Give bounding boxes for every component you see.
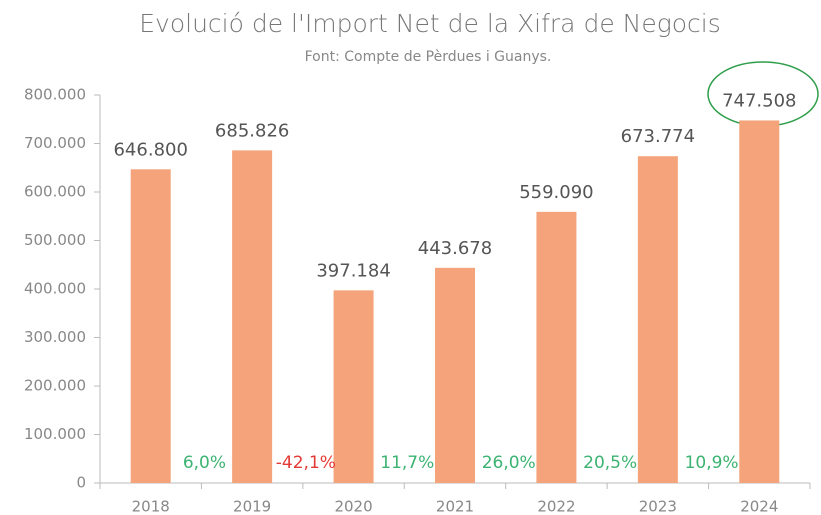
x-tick-label: 2021 [436,498,474,515]
x-tick-label: 2022 [537,498,575,515]
y-tick-label: 0 [76,474,86,492]
bar [536,211,577,483]
x-tick-label: 2020 [334,498,372,515]
bar [739,120,780,483]
chart-title: Evolució de l'Import Net de la Xifra de … [139,9,721,38]
y-tick-label: 200.000 [24,377,86,395]
growth-label: -42,1% [276,453,336,473]
y-tick-label: 100.000 [24,425,86,443]
bar [435,267,475,483]
value-label: 443.678 [418,238,492,259]
y-tick-label: 500.000 [24,231,86,249]
growth-label: 20,5% [583,453,637,473]
y-tick-label: 700.000 [24,134,86,152]
value-label: 673.774 [621,126,695,147]
value-label: 397.184 [316,260,390,281]
bar [333,290,374,483]
chart-subtitle: Font: Compte de Pèrdues i Guanys. [305,49,552,65]
y-tick-label: 400.000 [24,280,86,298]
x-tick-label: 2018 [132,498,170,515]
y-tick-label: 300.000 [24,328,86,346]
y-tick-label: 600.000 [24,183,86,201]
x-tick-label: 2019 [233,498,271,515]
growth-label: 10,9% [685,453,739,473]
x-tick-label: 2024 [740,498,778,515]
value-label: 685.826 [215,120,289,141]
growth-label: 6,0% [183,453,226,473]
y-tick-label: 800.000 [24,86,86,104]
bar [130,169,171,483]
value-label: 559.090 [519,182,593,203]
bar [637,156,678,483]
value-label: 646.800 [113,139,187,160]
growth-label: 11,7% [380,453,434,473]
value-label: 747.508 [722,90,796,111]
growth-label: 26,0% [482,453,536,473]
x-tick-label: 2023 [639,498,677,515]
bar [232,150,273,483]
